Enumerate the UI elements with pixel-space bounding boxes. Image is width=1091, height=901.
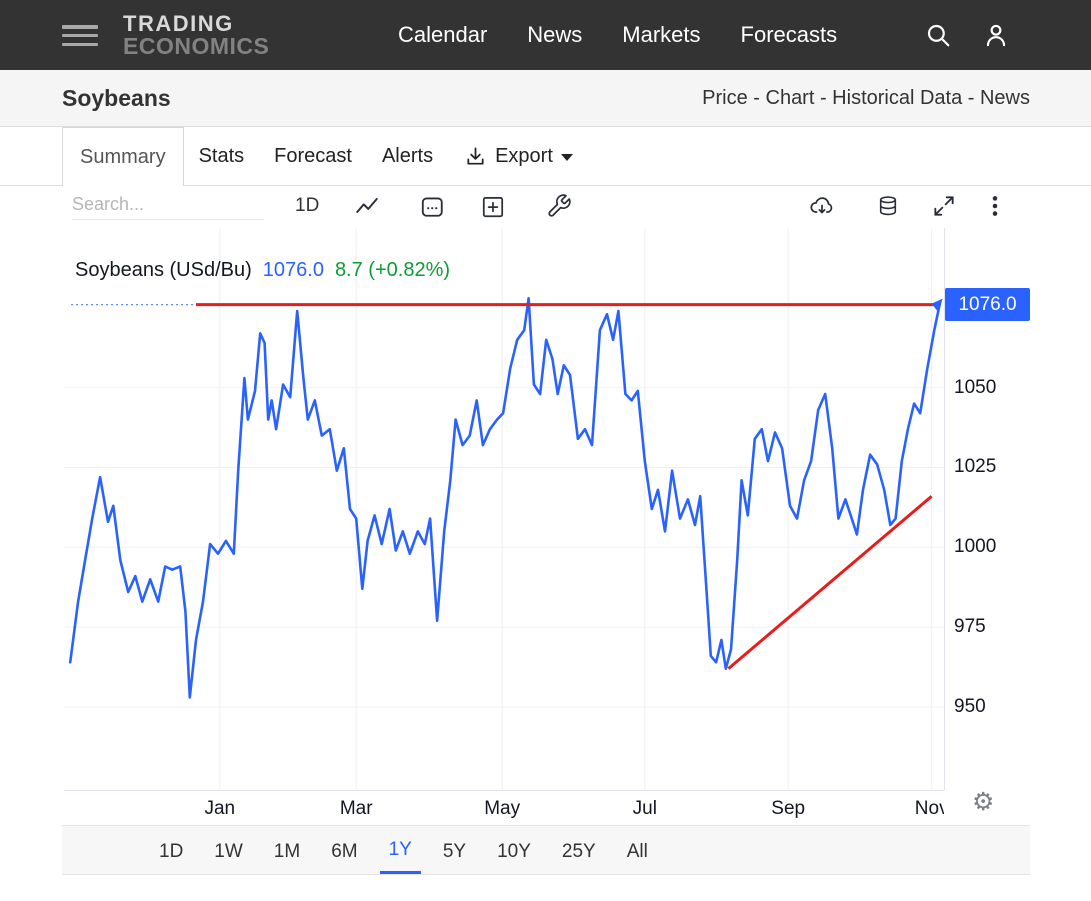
- x-axis-label: Nov: [914, 798, 944, 819]
- range-button-label: 1W: [214, 840, 243, 862]
- line-style-button[interactable]: [354, 193, 380, 219]
- fullscreen-button[interactable]: [931, 193, 957, 219]
- legend-symbol-name: Soybeans (USd/Bu): [75, 259, 252, 281]
- export-icon: [467, 146, 484, 165]
- logo-line2: ECONOMICS: [123, 33, 270, 60]
- symbol-search-input[interactable]: [72, 190, 264, 220]
- range-button-label: 5Y: [442, 840, 467, 862]
- x-axis-label: Jan: [204, 798, 236, 819]
- range-button-all[interactable]: All: [618, 826, 657, 874]
- tab-stats[interactable]: Stats: [198, 144, 245, 167]
- nav-link-news[interactable]: News: [527, 22, 583, 47]
- export-button[interactable]: Export: [448, 127, 589, 185]
- range-button-label: 25Y: [561, 840, 596, 862]
- calendar-icon: [421, 197, 443, 217]
- range-button-1y[interactable]: 1Y: [379, 826, 421, 874]
- x-axis-label: May: [484, 798, 521, 819]
- caret-down-icon: [560, 154, 573, 161]
- legend-price: 1076.0: [262, 259, 324, 281]
- export-label: Export: [495, 144, 553, 167]
- logo[interactable]: TRADING ECONOMICS: [123, 11, 270, 60]
- price-badge: 1076.0: [945, 288, 1030, 321]
- indicators-button[interactable]: [546, 193, 572, 219]
- menu-icon[interactable]: [62, 25, 98, 46]
- nav-link-markets[interactable]: Markets: [622, 22, 701, 47]
- y-axis-label: 950: [954, 695, 986, 717]
- main-nav: Calendar News Markets Forecasts: [398, 0, 837, 70]
- range-button-1w[interactable]: 1W: [205, 826, 252, 874]
- range-button-1m[interactable]: 1M: [265, 826, 309, 874]
- range-button-6m[interactable]: 6M: [322, 826, 366, 874]
- x-axis[interactable]: Jan Mar May Jul Sep Nov: [64, 790, 944, 823]
- compare-icon: [482, 197, 504, 218]
- x-axis-label: Jul: [632, 798, 657, 819]
- tab-summary[interactable]: Summary: [62, 127, 184, 186]
- chart-settings-gear-icon[interactable]: ⚙: [972, 788, 995, 816]
- header-links[interactable]: Price - Chart - Historical Data - News: [702, 86, 1030, 109]
- data-icon: [879, 196, 897, 216]
- range-button-1d[interactable]: 1D: [150, 826, 192, 874]
- y-axis-label: 975: [954, 616, 986, 638]
- range-button-label: 1D: [159, 840, 184, 862]
- x-axis-label: Sep: [771, 798, 806, 819]
- range-button-label: 6M: [331, 840, 358, 862]
- range-button-10y[interactable]: 10Y: [488, 826, 540, 874]
- chart-toolbar: 1D: [62, 186, 1030, 228]
- range-button-label: 10Y: [497, 840, 531, 862]
- range-button-label: 1Y: [379, 826, 421, 874]
- compare-button[interactable]: [480, 193, 506, 219]
- tab-row: Summary Stats Forecast Alerts Export: [0, 127, 1091, 186]
- legend-change: 8.7 (+0.82%): [334, 259, 451, 281]
- more-options-button[interactable]: [982, 193, 1008, 219]
- logo-line1: TRADING: [123, 11, 234, 36]
- y-axis-label: 1050: [954, 376, 997, 398]
- indicators-icon: [548, 194, 571, 217]
- more-icon: [992, 196, 998, 216]
- range-button-label: All: [626, 840, 648, 862]
- interval-button[interactable]: 1D: [295, 195, 320, 216]
- user-icon[interactable]: [983, 22, 1009, 48]
- y-axis-label: 1000: [954, 536, 997, 558]
- search-icon[interactable]: [925, 22, 951, 48]
- cloud-download-button[interactable]: [808, 193, 836, 219]
- range-button-5y[interactable]: 5Y: [434, 826, 475, 874]
- chart-legend: Soybeans (USd/Bu) 1076.0 8.7 (+0.82%): [75, 259, 450, 282]
- nav-link-calendar[interactable]: Calendar: [398, 22, 488, 47]
- line-style-icon: [356, 197, 378, 213]
- top-nav: TRADING ECONOMICS Calendar News Markets For…: [0, 0, 1091, 70]
- instrument-header: Soybeans Price - Chart - Historical Data…: [0, 70, 1091, 127]
- cloud-download-icon: [810, 197, 833, 214]
- y-axis[interactable]: 1050 1025 1000 975 950: [944, 228, 1030, 790]
- y-axis-label: 1025: [954, 456, 997, 478]
- data-window-button[interactable]: [876, 193, 900, 219]
- range-bar: 1D 1W 1M 6M 1Y 5Y 10Y 25Y All: [62, 825, 1030, 875]
- nav-link-forecasts[interactable]: Forecasts: [740, 22, 838, 47]
- tab-alerts[interactable]: Alerts: [381, 144, 434, 167]
- page-title: Soybeans: [62, 84, 171, 111]
- range-button-label: 1M: [273, 840, 301, 862]
- price-chart-svg[interactable]: [64, 228, 944, 790]
- tab-forecast[interactable]: Forecast: [274, 144, 352, 167]
- range-button-25y[interactable]: 25Y: [553, 826, 605, 874]
- tab-list: Summary Stats Forecast Alerts: [62, 127, 448, 186]
- calendar-button[interactable]: [419, 193, 445, 219]
- fullscreen-icon: [934, 196, 954, 216]
- x-axis-label: Mar: [339, 798, 373, 819]
